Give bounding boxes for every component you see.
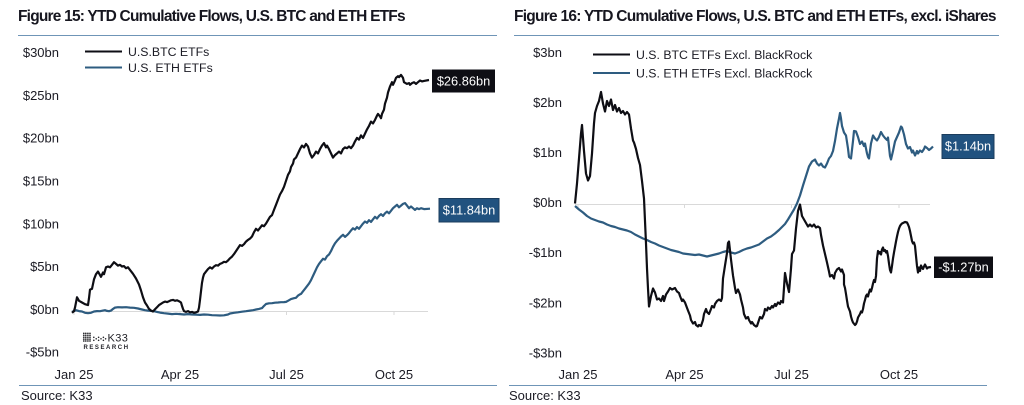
svg-text:$20bn: $20bn	[23, 131, 59, 146]
svg-text:-$3bn: -$3bn	[529, 345, 562, 360]
svg-text:U.S. BTC ETFs Excl. BlackRock: U.S. BTC ETFs Excl. BlackRock	[636, 48, 813, 62]
svg-text:U.S. ETH ETFs: U.S. ETH ETFs	[128, 61, 213, 75]
svg-text:RESEARCH: RESEARCH	[84, 345, 130, 351]
svg-text:-$1.27bn: -$1.27bn	[938, 260, 989, 275]
svg-text:K33: K33	[108, 333, 129, 345]
svg-text:-$5bn: -$5bn	[26, 345, 59, 360]
svg-text:Jul 25: Jul 25	[269, 367, 304, 382]
svg-text:-$1bn: -$1bn	[529, 245, 562, 260]
svg-text:Apr 25: Apr 25	[161, 367, 199, 382]
svg-text:$25bn: $25bn	[23, 88, 59, 103]
svg-text:$26.86bn: $26.86bn	[437, 74, 490, 89]
svg-text:$1bn: $1bn	[533, 145, 562, 160]
svg-text:Jan 25: Jan 25	[558, 367, 597, 382]
svg-text:$10bn: $10bn	[23, 216, 59, 231]
svg-text:Oct 25: Oct 25	[375, 367, 413, 382]
svg-text:$0bn: $0bn	[30, 302, 59, 317]
svg-text:Jul 25: Jul 25	[774, 367, 809, 382]
svg-text:U.S.BTC ETFs: U.S.BTC ETFs	[128, 45, 209, 59]
svg-text:$15bn: $15bn	[23, 174, 59, 189]
svg-text:$5bn: $5bn	[30, 259, 59, 274]
svg-text:$11.84bn: $11.84bn	[443, 203, 495, 218]
svg-text:$2bn: $2bn	[533, 95, 562, 110]
svg-text:Jan 25: Jan 25	[54, 367, 93, 382]
svg-text:$0bn: $0bn	[533, 195, 562, 210]
svg-text:-$2bn: -$2bn	[529, 295, 562, 310]
svg-text:Oct 25: Oct 25	[880, 367, 918, 382]
svg-text:Apr 25: Apr 25	[665, 367, 703, 382]
svg-text:$1.14bn: $1.14bn	[945, 139, 991, 154]
svg-text:$30bn: $30bn	[23, 45, 59, 60]
svg-text:$3bn: $3bn	[533, 45, 562, 60]
svg-text:U.S. ETH ETFs Excl. BlackRock: U.S. ETH ETFs Excl. BlackRock	[636, 67, 813, 81]
